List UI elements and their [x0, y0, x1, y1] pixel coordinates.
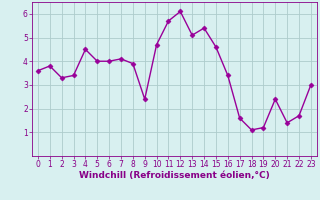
X-axis label: Windchill (Refroidissement éolien,°C): Windchill (Refroidissement éolien,°C) — [79, 171, 270, 180]
